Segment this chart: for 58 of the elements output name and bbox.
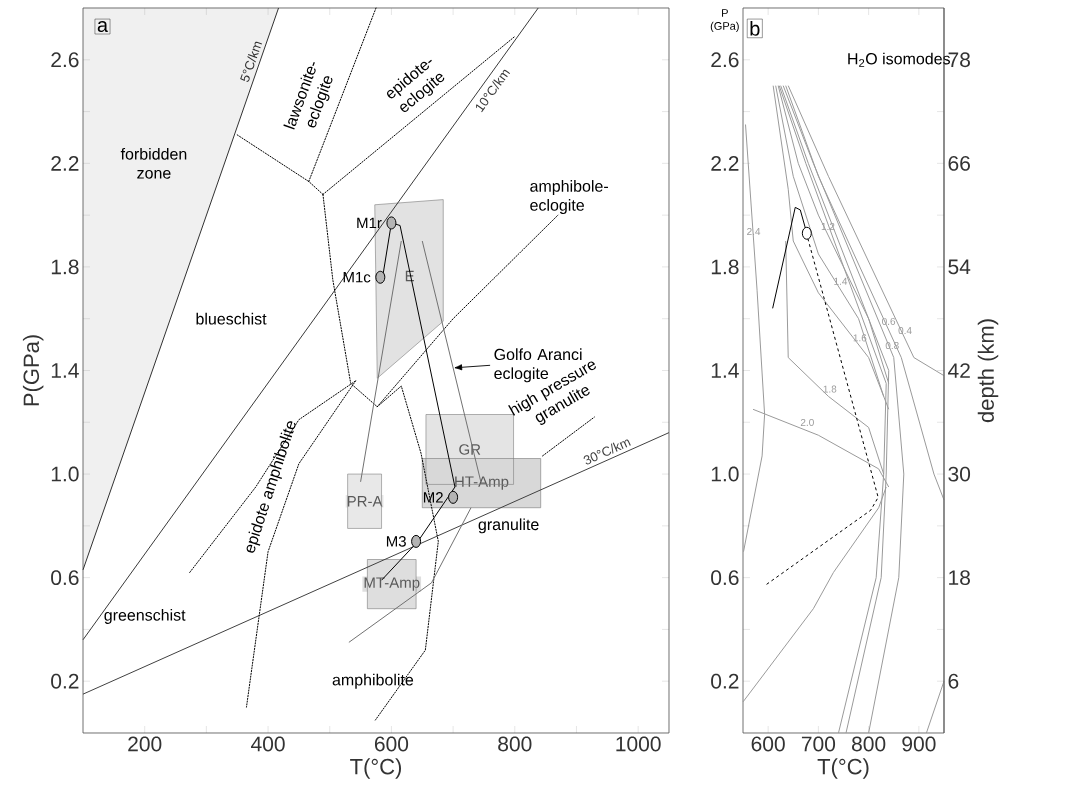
chart-title: a [97, 21, 109, 33]
y-tick-label: 1.4 [711, 363, 739, 378]
x-axis-title: T(°C) [817, 758, 869, 779]
text: b [750, 21, 760, 36]
x-tick-label: 800 [852, 736, 886, 752]
x-tick-label: 700 [801, 736, 836, 752]
y-tick-label: 1.4 [51, 363, 79, 378]
y2-tick-label: 42 [948, 363, 970, 378]
series-label: M1c [343, 272, 371, 283]
x-tick-label: 900 [902, 736, 936, 752]
series-label: M2 [423, 492, 443, 503]
annotation: amphibolite [332, 673, 414, 689]
y-tick-label: 0.2 [51, 673, 79, 689]
annotation: granulite [478, 518, 539, 534]
series-label: PR-A [347, 496, 383, 507]
y-tick-label: 0.2 [711, 673, 739, 689]
y-tick-label: 2.6 [711, 52, 739, 68]
y-tick-label: 1.8 [711, 259, 739, 275]
y-tick-label: 2.2 [51, 156, 79, 171]
annotation: blueschist [196, 312, 267, 325]
y-axis-title: P (GPa) [710, 9, 739, 33]
series-label: M1r [357, 217, 382, 229]
y2-tick-label: 18 [949, 570, 970, 586]
x-tick-label: 200 [128, 736, 162, 752]
x-axis-title: T(°C) [350, 758, 402, 779]
annotation: H$_{2}$O isomodes [848, 52, 950, 67]
y-tick-label: 2.2 [711, 156, 739, 171]
x-tick-label: 800 [498, 736, 532, 752]
y2-tick-label: 66 [948, 155, 970, 171]
y-tick-label: 1.0 [711, 466, 739, 482]
annotation: greenschist [104, 609, 186, 624]
y-tick-label: 1.8 [51, 259, 79, 275]
y2-tick-label: 30 [948, 466, 971, 482]
series-label: M3 [386, 536, 406, 547]
annotation: forbidden zone [120, 147, 187, 179]
y-tick-label: 2.6 [51, 52, 79, 68]
y2-axis-title: depth (km) [977, 319, 999, 423]
series-label: 2.0 [800, 418, 814, 426]
y2-tick-label: 54 [948, 259, 971, 275]
series-label: MT-Amp [364, 577, 420, 591]
x-tick-label: 600 [751, 736, 785, 752]
y-axis-title: P(GPa) [22, 335, 44, 406]
y2-tick-label: 6 [948, 673, 959, 689]
x-tick-label: 1000 [616, 736, 661, 752]
series-label: 1.4 [834, 277, 848, 285]
x-tick-label: 400 [251, 736, 285, 752]
y-tick-label: 0.6 [51, 570, 79, 586]
series-label: 0.4 [898, 326, 912, 335]
series-label: 1.8 [823, 385, 837, 393]
text: 5°C/km [240, 41, 262, 82]
y-tick-label: 0.6 [711, 570, 739, 586]
series-label: HT-Amp [455, 476, 509, 490]
x-tick-label: 600 [374, 736, 409, 752]
series-label: GR [459, 444, 481, 455]
y2-tick-label: 78 [948, 52, 970, 68]
series-label: 2.4 [747, 227, 761, 235]
annotation: amphibole-eclogite [530, 180, 608, 214]
y-tick-label: 1.0 [51, 466, 79, 482]
